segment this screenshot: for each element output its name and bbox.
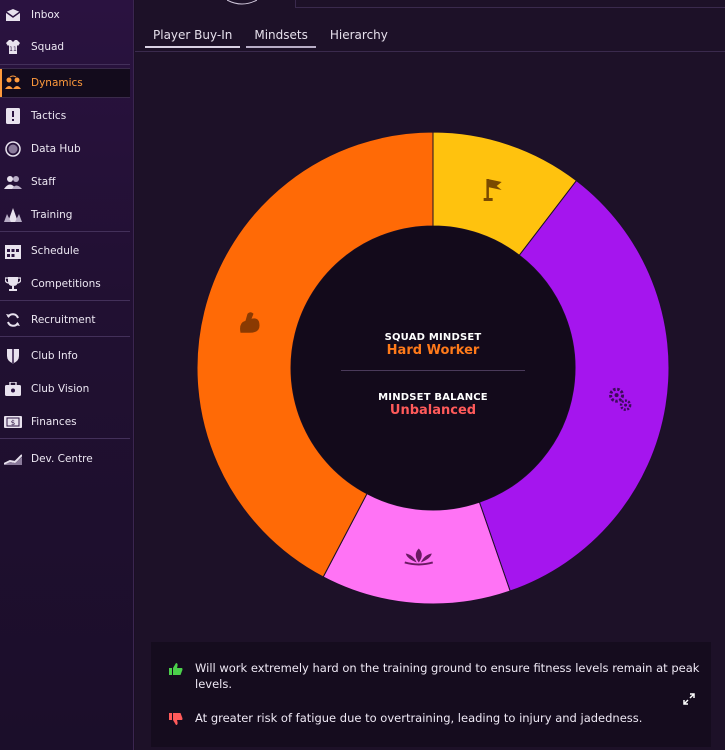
shirt-icon: 11 — [4, 38, 22, 56]
training-icon — [4, 206, 22, 224]
calendar-icon — [4, 242, 22, 260]
divider — [0, 231, 130, 232]
sidebar-item-label: Squad — [31, 41, 65, 53]
sidebar-item-label: Competitions — [31, 278, 101, 290]
sidebar-item-label: Club Info — [31, 350, 78, 362]
center-divider — [341, 370, 525, 371]
divider — [0, 300, 130, 301]
divider — [0, 336, 130, 337]
mindset-balance-value: Unbalanced — [389, 403, 477, 418]
trophy-icon — [4, 275, 22, 293]
main-panel: Player Buy-In Mindsets Hierarchy SQUAD M… — [135, 0, 725, 750]
sidebar-item-training[interactable]: Training — [0, 200, 130, 230]
tab-bar: Player Buy-In Mindsets Hierarchy — [145, 22, 402, 48]
club-crest-icon — [227, 0, 257, 5]
sidebar-item-label: Dynamics — [31, 77, 83, 89]
dev-centre-icon — [4, 450, 22, 468]
tab-divider — [135, 51, 725, 52]
sidebar-item-inbox[interactable]: Inbox — [0, 0, 130, 30]
briefcase-icon — [4, 380, 22, 398]
staff-icon — [4, 173, 22, 191]
mindset-balance-label: MINDSET BALANCE — [378, 392, 488, 403]
gears-icon — [609, 387, 632, 411]
shield-icon — [4, 347, 22, 365]
squad-mindset-label: SQUAD MINDSET — [384, 332, 482, 343]
sidebar-item-label: Training — [31, 209, 73, 221]
negative-trait: At greater risk of fatigue due to overtr… — [169, 710, 700, 726]
sidebar-item-dynamics[interactable]: Dynamics — [0, 68, 130, 98]
sidebar-item-label: Recruitment — [31, 314, 96, 326]
squad-mindset-value: Hard Worker — [386, 343, 480, 358]
sidebar-item-club-info[interactable]: Club Info — [0, 341, 130, 371]
tactics-icon — [4, 107, 22, 125]
flag-icon — [483, 178, 502, 201]
sidebar-item-club-vision[interactable]: Club Vision — [0, 374, 130, 404]
svg-text:$: $ — [11, 419, 15, 427]
sidebar-item-dev-centre[interactable]: Dev. Centre — [0, 444, 130, 474]
sidebar-item-label: Tactics — [31, 110, 67, 122]
sidebar-item-label: Finances — [31, 416, 77, 428]
svg-text:11: 11 — [9, 46, 17, 53]
thumbs-up-icon — [169, 661, 183, 675]
sidebar-item-schedule[interactable]: Schedule — [0, 236, 130, 266]
lotus-icon — [404, 548, 434, 566]
thumbs-down-icon — [169, 711, 183, 725]
dynamics-icon — [4, 74, 22, 92]
divider — [0, 438, 130, 439]
sidebar-item-label: Schedule — [31, 245, 80, 257]
sidebar-item-staff[interactable]: Staff — [0, 167, 130, 197]
data-hub-icon — [4, 140, 22, 158]
header-panel — [295, 0, 725, 8]
donut-hole — [291, 226, 575, 510]
tab-mindsets[interactable]: Mindsets — [246, 22, 316, 48]
sidebar-item-label: Dev. Centre — [31, 453, 93, 465]
recruitment-icon — [4, 311, 22, 329]
money-icon: $ — [4, 413, 22, 431]
tab-hierarchy[interactable]: Hierarchy — [329, 28, 388, 42]
sidebar-item-data-hub[interactable]: Data Hub — [0, 134, 130, 164]
mindset-chart: SQUAD MINDSET Hard Worker MINDSET BALANC… — [196, 131, 670, 605]
muscle-icon — [240, 312, 260, 333]
sidebar-item-label: Inbox — [31, 9, 60, 21]
sidebar-item-label: Club Vision — [31, 383, 90, 395]
inbox-icon — [4, 6, 22, 24]
positive-trait: Will work extremely hard on the training… — [169, 660, 700, 692]
sidebar-item-tactics[interactable]: Tactics — [0, 101, 130, 131]
sidebar-item-competitions[interactable]: Competitions — [0, 269, 130, 299]
expand-icon[interactable] — [683, 690, 695, 705]
donut-chart — [196, 131, 670, 605]
sidebar: Inbox 11 Squad Dynamics Tactics Data Hub — [0, 0, 134, 750]
mindset-info-panel: Will work extremely hard on the training… — [151, 642, 711, 747]
sidebar-item-recruitment[interactable]: Recruitment — [0, 305, 130, 335]
sidebar-item-label: Data Hub — [31, 143, 81, 155]
tab-player-buy-in[interactable]: Player Buy-In — [145, 22, 241, 48]
sidebar-item-finances[interactable]: $ Finances — [0, 407, 130, 437]
top-strip — [135, 0, 725, 10]
sidebar-item-squad[interactable]: 11 Squad — [0, 32, 130, 62]
divider — [0, 64, 130, 65]
sidebar-item-label: Staff — [31, 176, 56, 188]
